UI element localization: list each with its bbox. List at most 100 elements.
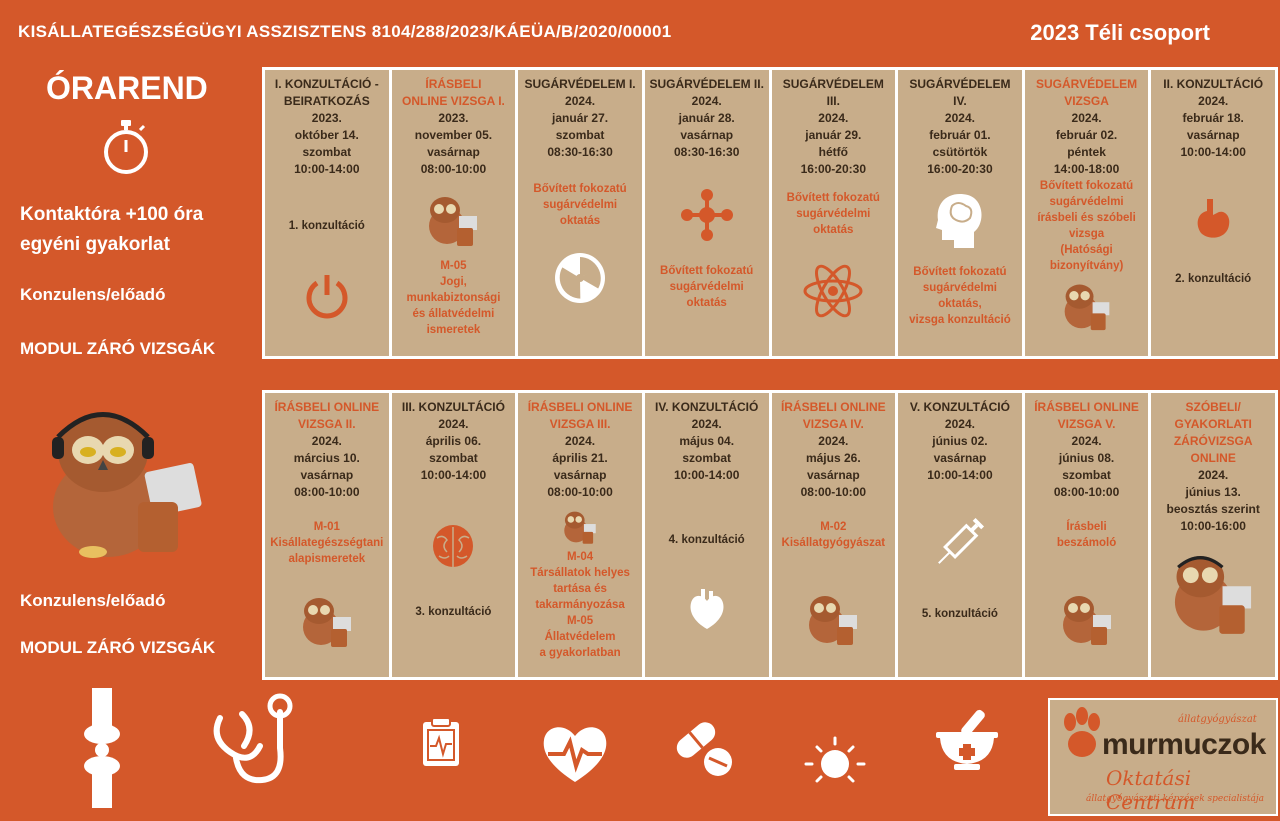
cell-time: 10:00-14:00 (294, 162, 360, 176)
konzulens-label-1: Konzulens/előadó (20, 285, 166, 304)
cell-desc: sugárvédelmi (542, 199, 618, 211)
owl-icon (1175, 556, 1252, 634)
modul-label-2: MODUL ZÁRÓ VIZSGÁK (20, 638, 216, 657)
cell-year: 2024. (565, 434, 596, 448)
cell-day: vasárnap (300, 468, 354, 482)
cell-year: 2024. (1198, 468, 1229, 482)
cell-desc: alapismeretek (288, 553, 366, 565)
cell-title: SUGÁRVÉDELEM III. (782, 77, 884, 108)
cell-desc: (Hatósági (1060, 244, 1113, 256)
orarend-title: ÓRAREND (46, 70, 208, 106)
cell-day: szombat (555, 128, 605, 142)
cell-title: VIZSGA III. (549, 417, 611, 431)
cell-time: 08:00-10:00 (800, 485, 866, 499)
radiation-icon (555, 253, 606, 303)
schedule-cell: IV. KONZULTÁCIÓ 2024. május 04. szombat … (644, 393, 769, 677)
cell-title: SUGÁRVÉDELEM (1035, 77, 1138, 91)
schedule-cell: SUGÁRVÉDELEM IV. 2024. február 01. csütö… (898, 70, 1022, 356)
syringe-icon (938, 517, 984, 564)
cell-year: 2024. (1071, 434, 1102, 448)
cell-desc: sugárvédelmi (1049, 196, 1124, 208)
cell-time: 10:00-14:00 (927, 468, 993, 482)
cell-desc: M-01 (313, 521, 340, 533)
heart-pulse-icon (543, 727, 607, 782)
cell-konzultacio: 3. konzultáció (415, 606, 492, 618)
kontakt-label: Kontaktóra +100 óra egyéni gyakorlat (20, 200, 203, 260)
bone-joint-icon (84, 688, 120, 808)
cell-time: 08:00-10:00 (420, 162, 487, 176)
cell-date: január 28. (678, 111, 735, 125)
cell-time: 14:00-18:00 (1053, 162, 1120, 176)
cell-time: 10:00-14:00 (420, 468, 487, 482)
cell-desc: Bővített fokozatú (1039, 180, 1134, 192)
cell-date: február 02. (1055, 128, 1118, 142)
schedule-cell: ÍRÁSBELI ONLINE VIZSGA V. 2024. június 0… (1024, 393, 1149, 677)
cell-title: ZÁRÓVIZSGA (1173, 434, 1253, 448)
schedule-cell: SZÓBELI/ GYAKORLATI ZÁRÓVIZSGA ONLINE 20… (1151, 393, 1275, 677)
cell-date: február 01. (929, 128, 991, 142)
schedule-cell: V. KONZULTÁCIÓ 2024. június 02. vasárnap… (898, 393, 1022, 677)
cell-year: 2024. (565, 94, 596, 108)
cell-desc: takarmányozása (535, 599, 625, 611)
cell-year: 2024. (1198, 94, 1229, 108)
cell-year: 2024. (691, 94, 722, 108)
cell-desc: M-02 (820, 521, 847, 533)
cell-day: beosztás szerint (1166, 502, 1260, 516)
cell-desc: Kisállatgyógyászat (781, 537, 886, 549)
cell-desc: Bővített fokozatú (533, 183, 627, 195)
cell-date: június 08. (1058, 451, 1115, 465)
cell-konzultacio: 4. konzultáció (668, 534, 745, 546)
cell-title: ÍRÁSBELI ONLINE (1034, 400, 1139, 414)
cell-title: ÍRÁSBELI ONLINE (274, 400, 380, 414)
stomach-icon (1197, 199, 1230, 238)
cell-time: 16:00-20:30 (800, 162, 866, 176)
cell-desc: Írásbeli (1066, 521, 1107, 533)
kontakt-line1: Kontaktóra +100 óra (20, 204, 204, 225)
cell-time: 08:00-10:00 (294, 485, 360, 499)
cell-year: 2023. (438, 111, 469, 125)
cell-title: ONLINE (1190, 451, 1236, 465)
cell-day: szombat (429, 451, 478, 465)
cell-desc: Jogi, (440, 276, 467, 288)
cell-year: 2024. (311, 434, 342, 448)
kontakt-line2: egyéni gyakorlat (20, 234, 170, 255)
murmuczok-logo: állatgyógyászat murmuczok Oktatási Centr… (1048, 698, 1278, 816)
schedule-cell: ÍRÁSBELI ONLINE VIZSGA II. 2024. március… (265, 393, 389, 677)
owl-icon (564, 511, 596, 544)
cell-day: vasárnap (933, 451, 987, 465)
cell-year: 2024. (944, 417, 975, 431)
cell-title: GYAKORLATI (1174, 417, 1252, 431)
cell-desc: sugárvédelmi (796, 208, 871, 220)
owl-icon (429, 197, 478, 246)
cell-time: 10:00-14:00 (673, 468, 740, 482)
cell-desc: bizonyítvány) (1049, 260, 1124, 272)
cell-title: I. KONZULTÁCIÓ - (274, 77, 379, 91)
cell-title: VIZSGA V. (1057, 417, 1116, 431)
cell-desc: sugárvédelmi (922, 282, 998, 294)
cell-title: IV. KONZULTÁCIÓ (655, 400, 759, 414)
schedule-cell: SUGÁRVÉDELEM I. 2024. január 27. szombat… (518, 70, 642, 356)
cell-title: SUGÁRVÉDELEM I. (524, 77, 636, 91)
cell-time: 10:00-14:00 (1180, 145, 1246, 159)
owl-icon (302, 598, 351, 647)
cell-desc: beszámoló (1056, 537, 1117, 549)
cell-year: 2024. (691, 417, 722, 431)
cell-title: ÍRÁSBELI (425, 77, 482, 91)
cell-title: SUGÁRVÉDELEM II. (649, 77, 764, 91)
paw-icon (1064, 707, 1100, 757)
cell-date: április 06. (425, 434, 482, 448)
cell-day: vasárnap (680, 128, 734, 142)
cell-time: 08:00-10:00 (547, 485, 613, 499)
cell-day: vasárnap (427, 145, 480, 159)
cell-title: SZÓBELI/ (1185, 400, 1241, 414)
cell-date: május 26. (805, 451, 861, 465)
cell-title: II. KONZULTÁCIÓ (1163, 77, 1264, 91)
cell-title: III. KONZULTÁCIÓ (401, 400, 505, 414)
owl-icon (1064, 284, 1109, 331)
cell-time: 10:00-16:00 (1180, 519, 1246, 533)
cell-desc: sugárvédelmi (669, 281, 744, 293)
cell-desc: Bővített fokozatú (786, 192, 880, 204)
cell-day: vasárnap (553, 468, 607, 482)
cell-desc: munkabiztonsági (406, 292, 501, 304)
schedule-cell: SUGÁRVÉDELEM III. 2024. január 29. hétfő… (771, 70, 896, 356)
